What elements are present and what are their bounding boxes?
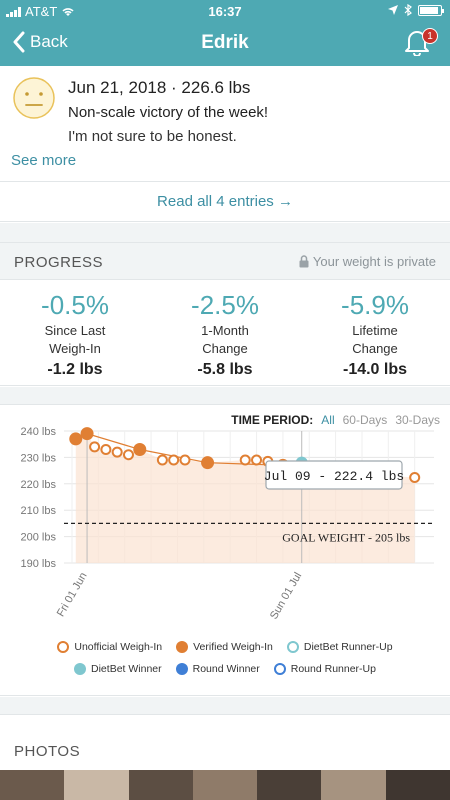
chevron-left-icon <box>13 31 25 53</box>
stat-label: Weigh-In <box>49 341 101 356</box>
photo-thumbnail[interactable] <box>0 770 65 800</box>
stat-label: Change <box>202 341 248 356</box>
privacy-note: Your weight is private <box>299 254 436 269</box>
verified-point <box>201 456 215 470</box>
section-divider <box>0 223 450 242</box>
stat-lbs: -1.2 lbs <box>47 361 103 378</box>
navigation-bar: Back Edrik 1 <box>0 22 450 66</box>
photo-thumbnail[interactable] <box>257 770 322 800</box>
legend-round-winner: Round Winner <box>175 663 260 675</box>
wifi-icon <box>62 8 74 16</box>
unofficial-point <box>179 454 191 466</box>
notification-badge: 1 <box>422 28 438 44</box>
x-tick-label: Fri 01 Jun <box>55 571 90 619</box>
legend-dietbet-winner: DietBet Winner <box>74 663 162 675</box>
chart-legend: Unofficial Weigh-In Verified Weigh-In Di… <box>0 641 450 685</box>
unofficial-point <box>89 441 101 453</box>
stat-label: Change <box>352 341 398 356</box>
notifications-button[interactable]: 1 <box>404 28 438 58</box>
time-period-label: TIME PERIOD: <box>231 413 314 427</box>
verified-point <box>69 432 83 446</box>
stat-lbs: -5.8 lbs <box>197 361 253 378</box>
y-tick-label: 200 lbs <box>21 532 57 544</box>
clock: 16:37 <box>208 4 242 19</box>
unofficial-point <box>409 471 421 483</box>
photo-thumbnail[interactable] <box>64 770 129 800</box>
photos-header: PHOTOS <box>0 714 450 770</box>
y-tick-label: 210 lbs <box>21 505 57 517</box>
verified-point <box>80 427 94 441</box>
neutral-face-icon <box>13 77 55 119</box>
lock-icon <box>299 255 309 268</box>
photo-thumbnail[interactable] <box>385 770 450 800</box>
back-label: Back <box>30 32 68 51</box>
stat-percent: -5.9% <box>341 290 409 320</box>
x-tick-label: Sun 01 Jul <box>268 571 304 622</box>
status-bar: AT&T 16:37 <box>0 0 450 22</box>
progress-stats: -0.5% Since Last Weigh-In -1.2 lbs -2.5%… <box>0 280 450 386</box>
verified-point <box>133 442 147 456</box>
weight-area <box>75 433 415 563</box>
tooltip-box <box>265 460 403 490</box>
weight-chart-card: TIME PERIOD: All 60-Days 30-Days 240 lbs… <box>0 404 450 696</box>
tooltip-text: Jul 09 - 222.4 lbs <box>264 469 404 484</box>
stat-percent: -2.5% <box>191 290 259 320</box>
section-divider <box>0 697 450 714</box>
entry-date-weight: Jun 21, 2018 · 226.6 lbs <box>68 78 251 97</box>
goal-label: GOAL WEIGHT - 205 lbs <box>282 530 410 544</box>
unofficial-point <box>111 446 123 458</box>
photo-thumbnail[interactable] <box>321 770 386 800</box>
location-icon <box>388 5 398 15</box>
photo-thumbnail[interactable] <box>128 770 193 800</box>
unofficial-point <box>122 449 134 461</box>
journal-entry: Jun 21, 2018 · 226.6 lbs Non-scale victo… <box>0 66 450 182</box>
y-tick-label: 220 lbs <box>21 479 57 491</box>
signal-icon <box>6 6 21 17</box>
back-button[interactable]: Back <box>12 31 68 53</box>
entry-body: I'm not sure to be honest. <box>68 128 237 145</box>
bell-icon <box>405 31 429 57</box>
photo-thumbnail[interactable] <box>192 770 258 800</box>
read-all-entries-link[interactable]: Read all 4 entries → <box>0 182 450 222</box>
photos-title: PHOTOS <box>14 743 81 760</box>
legend-verified: Verified Weigh-In <box>176 641 273 653</box>
progress-title: PROGRESS <box>14 254 104 271</box>
y-tick-label: 230 lbs <box>21 452 57 464</box>
stat-lbs: -14.0 lbs <box>342 361 408 378</box>
photo-strip[interactable] <box>0 770 450 800</box>
time-period-selector: TIME PERIOD: All 60-Days 30-Days <box>231 413 440 427</box>
unofficial-point <box>100 443 112 455</box>
period-option-60-days[interactable]: 60-Days <box>342 413 388 427</box>
legend-unofficial: Unofficial Weigh-In <box>57 641 162 653</box>
entry-title: Non-scale victory of the week! <box>68 104 269 121</box>
stat-label: Since Last <box>44 323 106 338</box>
stat-label: Lifetime <box>352 323 398 338</box>
stat-percent: -0.5% <box>41 290 109 320</box>
carrier-label: AT&T <box>25 4 58 19</box>
stat-since-last: -0.5% Since Last Weigh-In -1.2 lbs <box>0 280 150 385</box>
section-divider <box>0 387 450 404</box>
unofficial-point <box>239 454 251 466</box>
legend-round-runner-up: Round Runner-Up <box>273 663 376 675</box>
privacy-text: Your weight is private <box>312 254 436 269</box>
stat-label: 1-Month <box>201 323 249 338</box>
battery-icon <box>418 4 444 16</box>
legend-dietbet-runner-up: DietBet Runner-Up <box>286 641 393 653</box>
see-more-link[interactable]: See more <box>11 152 77 169</box>
period-option-all[interactable]: All <box>321 413 335 427</box>
bluetooth-icon <box>404 4 412 16</box>
unofficial-point <box>251 454 263 466</box>
weight-chart[interactable]: 240 lbs 230 lbs 220 lbs 210 lbs 200 lbs 190 l… <box>0 405 450 637</box>
progress-header: PROGRESS Your weight is private <box>0 242 450 280</box>
page-title: Edrik <box>201 32 249 53</box>
y-tick-label: 240 lbs <box>21 426 57 438</box>
stat-lifetime: -5.9% Lifetime Change -14.0 lbs <box>300 280 450 385</box>
top-bar: AT&T 16:37 Back Edrik 1 <box>0 0 450 66</box>
y-tick-label: 190 lbs <box>21 558 57 570</box>
period-option-30-days[interactable]: 30-Days <box>395 413 440 427</box>
unofficial-point <box>168 454 180 466</box>
unofficial-point <box>156 454 168 466</box>
stat-one-month: -2.5% 1-Month Change -5.8 lbs <box>150 280 300 385</box>
